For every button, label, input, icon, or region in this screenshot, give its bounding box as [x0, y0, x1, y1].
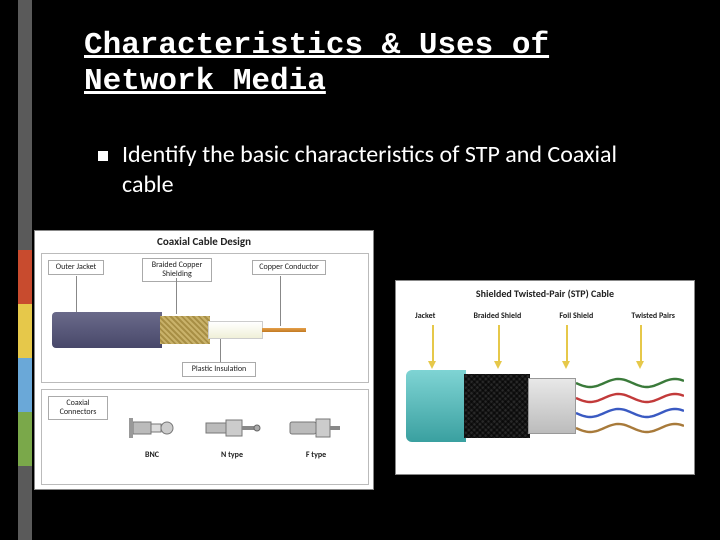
stp-label-pairs: Twisted Pairs: [631, 311, 675, 321]
label-braided-shield: Braided Copper Shielding: [142, 258, 212, 282]
stp-label-braid: Braided Shield: [473, 311, 521, 321]
stp-cable-graphic: [406, 366, 686, 446]
coax-title: Coaxial Cable Design: [35, 231, 373, 252]
stp-title: Shielded Twisted-Pair (STP) Cable: [396, 281, 694, 302]
coax-connectors-panel: Coaxial Connectors BNC N type: [41, 389, 369, 485]
accent-bar: [18, 0, 32, 540]
label-connectors: Coaxial Connectors: [48, 396, 108, 420]
bullet-item: Identify the basic characteristics of ST…: [98, 140, 658, 200]
slide-title: Characteristics & Uses of Network Media: [84, 28, 644, 99]
stp-label-jacket: Jacket: [415, 311, 435, 321]
figure-coaxial: Coaxial Cable Design Outer Jacket Braide…: [34, 230, 374, 490]
stp-label-foil: Foil Shield: [559, 311, 593, 321]
coax-cable-graphic: [52, 312, 302, 348]
coax-diagram-panel: Outer Jacket Braided Copper Shielding Co…: [41, 253, 369, 383]
bullet-icon: [98, 151, 108, 161]
figure-stp: Shielded Twisted-Pair (STP) Cable Jacket…: [395, 280, 695, 475]
label-conductor: Copper Conductor: [252, 260, 326, 275]
connector-bnc: BNC: [122, 408, 182, 460]
bullet-text: Identify the basic characteristics of ST…: [122, 140, 658, 200]
connector-ftype: F type: [286, 408, 346, 460]
label-insulation: Plastic Insulation: [182, 362, 256, 377]
label-outer-jacket: Outer Jacket: [48, 260, 104, 275]
connector-ntype: N type: [202, 408, 262, 460]
stp-label-row: Jacket Braided Shield Foil Shield Twiste…: [396, 311, 694, 321]
